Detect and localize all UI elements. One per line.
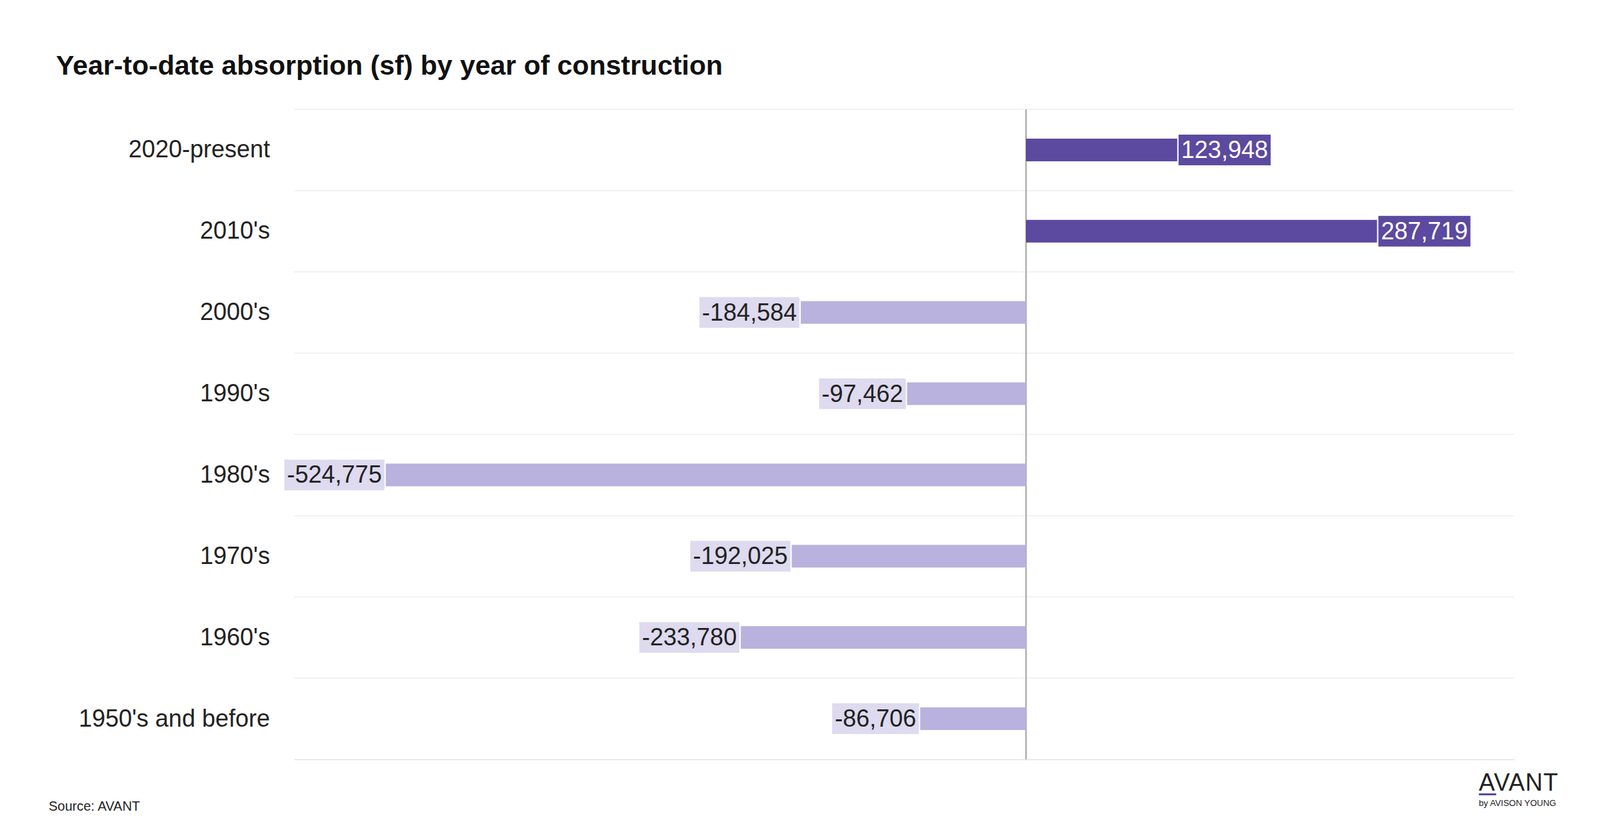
title: Year-to-date absorption (sf) by year of … xyxy=(56,50,723,81)
row-divider xyxy=(294,108,1514,110)
chart: Year-to-date absorption (sf) by year of … xyxy=(0,0,1600,840)
data-label-text: -192,025 xyxy=(692,542,788,570)
data-label-text: -524,775 xyxy=(287,460,382,488)
data-label-text: -97,462 xyxy=(822,380,904,408)
data-label-text: -233,780 xyxy=(642,623,737,651)
row-divider xyxy=(294,515,1514,517)
data-label: -192,025 xyxy=(690,540,790,572)
bar xyxy=(907,382,1026,406)
x-axis xyxy=(294,759,1515,761)
category-label: 1980's xyxy=(200,460,270,488)
bar xyxy=(740,626,1026,649)
data-label: 123,948 xyxy=(1178,134,1271,166)
tick: 1990's xyxy=(200,379,270,407)
label-box xyxy=(284,459,385,490)
tick: 1950's and before xyxy=(78,704,270,732)
axis-line xyxy=(294,759,1515,761)
row-divider xyxy=(294,434,1514,436)
label-box xyxy=(699,297,800,328)
data-label: -86,706 xyxy=(832,703,919,734)
gridlines xyxy=(1026,109,1027,760)
category-label: 1960's xyxy=(200,623,270,651)
bar xyxy=(1026,220,1378,243)
data-label: -97,462 xyxy=(819,378,906,410)
label-box xyxy=(639,622,740,653)
label-box xyxy=(832,703,919,734)
category-label: 2020-present xyxy=(128,135,270,163)
tick: 2000's xyxy=(200,298,270,326)
row-divider xyxy=(294,190,1514,192)
y-axis: 2020-present 2010's 2000's 1990's 1980's 1970… xyxy=(78,135,270,732)
tick: 1970's xyxy=(200,542,270,570)
category-label: 2010's xyxy=(200,216,270,244)
label-box xyxy=(1378,216,1471,247)
label-box xyxy=(1178,134,1271,166)
bar xyxy=(386,463,1026,486)
data-label: -184,584 xyxy=(699,297,800,328)
data-label: 287,719 xyxy=(1378,216,1471,247)
tick: 2010's xyxy=(200,216,270,244)
row-divider xyxy=(294,271,1514,273)
logo-text: AVANT xyxy=(1478,768,1559,796)
tick: 1980's xyxy=(200,460,270,488)
category-label: 1990's xyxy=(200,379,270,407)
logo-accent xyxy=(1478,793,1496,796)
source: Source: AVANT xyxy=(48,798,140,814)
data-label-text: -184,584 xyxy=(702,298,797,326)
data-label-text: -86,706 xyxy=(834,704,916,732)
zero-line xyxy=(1025,109,1027,760)
bar xyxy=(1026,138,1178,162)
row-divider xyxy=(294,596,1514,598)
tick: 1960's xyxy=(200,623,270,651)
data-label-text: 123,948 xyxy=(1181,136,1268,164)
category-label: 1950's and before xyxy=(78,704,270,732)
category-label: 1970's xyxy=(200,542,270,570)
bar xyxy=(920,707,1026,730)
category-label: 2000's xyxy=(200,298,270,326)
tick: 2020-present xyxy=(128,135,270,163)
data-label: -233,780 xyxy=(639,622,740,653)
logo-subtitle: by AVISON YOUNG xyxy=(1478,798,1556,808)
data-label-text: 287,719 xyxy=(1381,217,1468,245)
label-box xyxy=(819,378,906,410)
bar xyxy=(800,301,1026,324)
bars xyxy=(386,138,1378,730)
data-label: -524,775 xyxy=(284,459,385,490)
data-labels: 123,948 287,719 -184,584 -97,462 -524,775 -19… xyxy=(284,134,1471,734)
label-box xyxy=(690,540,790,572)
row-dividers xyxy=(294,109,1514,678)
row-divider xyxy=(294,677,1514,679)
row-divider xyxy=(294,352,1514,354)
bar xyxy=(792,544,1026,568)
logo: AVANT by AVISON YOUNG xyxy=(1478,768,1559,808)
